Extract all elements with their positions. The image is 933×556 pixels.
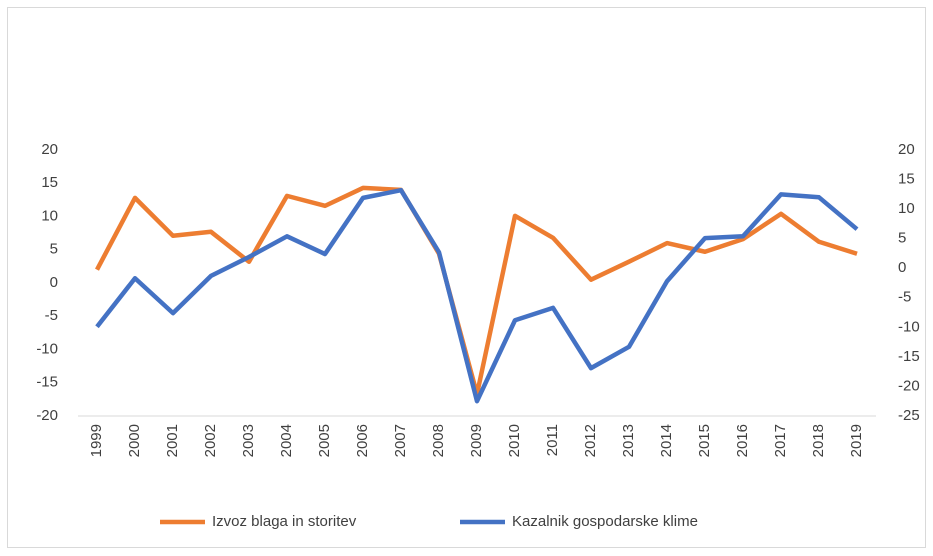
legend-label: Kazalnik gospodarske klime	[512, 513, 698, 530]
y2-tick-label: -10	[898, 318, 920, 335]
x-tick-label: 2014	[658, 424, 675, 457]
x-tick-label: 1999	[88, 424, 105, 457]
x-tick-label: 2017	[772, 424, 789, 457]
x-tick-label: 2008	[430, 424, 447, 457]
x-tick-label: 2002	[202, 424, 219, 457]
y-tick-label: -5	[45, 307, 58, 324]
y2-tick-label: -15	[898, 348, 920, 365]
x-tick-label: 2016	[734, 424, 751, 457]
y2-tick-label: 15	[898, 171, 915, 188]
y2-tick-label: 10	[898, 200, 915, 217]
y-tick-label: -15	[36, 374, 58, 391]
y2-tick-label: 5	[898, 230, 906, 247]
x-tick-label: 2012	[582, 424, 599, 457]
x-tick-label: 2013	[620, 424, 637, 457]
y2-tick-label: 20	[898, 141, 915, 158]
x-tick-label: 2010	[506, 424, 523, 457]
x-tick-label: 2003	[240, 424, 257, 457]
y-tick-label: 10	[41, 207, 58, 224]
y-tick-label: -10	[36, 340, 58, 357]
x-tick-label: 2007	[392, 424, 409, 457]
x-tick-label: 2015	[696, 424, 713, 457]
x-tick-label: 2009	[468, 424, 485, 457]
x-tick-label: 2001	[164, 424, 181, 457]
legend-label: Izvoz blaga in storitev	[212, 513, 357, 530]
x-tick-label: 2000	[126, 424, 143, 457]
x-tick-label: 2005	[316, 424, 333, 457]
y-tick-label: -20	[36, 407, 58, 424]
x-tick-label: 2018	[810, 424, 827, 457]
y2-tick-label: -20	[898, 377, 920, 394]
y-tick-label: 15	[41, 174, 58, 191]
y2-tick-label: -5	[898, 289, 911, 306]
y-tick-label: 20	[41, 141, 58, 158]
x-tick-label: 2019	[848, 424, 865, 457]
y-tick-label: 5	[50, 241, 58, 258]
y2-tick-label: -25	[898, 407, 920, 424]
x-tick-label: 2004	[278, 424, 295, 457]
y2-tick-label: 0	[898, 259, 906, 276]
y-tick-label: 0	[50, 274, 58, 291]
series-line	[95, 187, 859, 404]
chart-border	[7, 7, 926, 548]
x-tick-label: 2011	[544, 424, 561, 456]
x-tick-label: 2006	[354, 424, 371, 457]
